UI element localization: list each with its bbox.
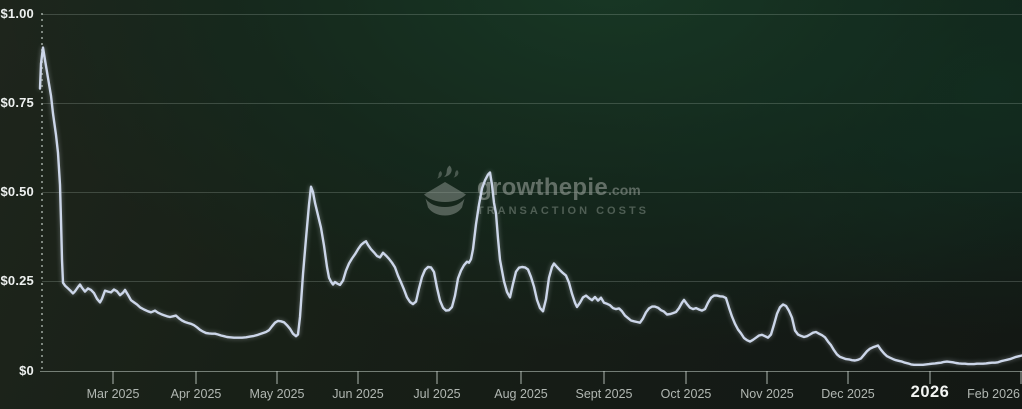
x-axis-label-Oct 2025: Oct 2025 bbox=[660, 387, 712, 401]
x-axis-label-Jul 2025: Jul 2025 bbox=[413, 387, 461, 401]
x-tick-Jul 2025 bbox=[436, 371, 438, 384]
x-tick-May 2025 bbox=[276, 371, 278, 384]
x-tick-Feb 2026 bbox=[1020, 371, 1022, 384]
x-axis-label-Nov 2025: Nov 2025 bbox=[740, 387, 794, 401]
watermark-tld: .com bbox=[608, 182, 641, 198]
x-axis-label-Mar 2025: Mar 2025 bbox=[86, 387, 140, 401]
x-tick-Jun 2025 bbox=[357, 371, 359, 384]
x-axis-label-Apr 2025: Apr 2025 bbox=[170, 387, 222, 401]
y-axis-label-$0: $0 bbox=[19, 362, 34, 378]
x-tick-Sept 2025 bbox=[603, 371, 605, 384]
gridline-$0 bbox=[40, 370, 1022, 372]
y-axis-label-$0.75: $0.75 bbox=[0, 94, 34, 110]
gridline-$0.25 bbox=[42, 281, 1022, 283]
x-axis-label-Sept 2025: Sept 2025 bbox=[575, 387, 633, 401]
x-axis-label-Aug 2025: Aug 2025 bbox=[494, 387, 548, 401]
gridline-$0.75 bbox=[42, 102, 1022, 104]
y-axis-label-$1.00: $1.00 bbox=[0, 5, 34, 21]
growthepie-logo-icon bbox=[424, 165, 466, 216]
x-axis-label-Feb 2026: Feb 2026 bbox=[967, 387, 1020, 401]
watermark-text: growthepie.com TRANSACTION COSTS bbox=[477, 174, 649, 217]
x-tick-Aug 2025 bbox=[520, 371, 522, 384]
x-axis-label-2026: 2026 bbox=[910, 383, 950, 401]
x-tick-Dec 2025 bbox=[847, 371, 849, 384]
x-axis-label-May 2025: May 2025 bbox=[249, 387, 305, 401]
x-tick-Apr 2025 bbox=[195, 371, 197, 384]
x-axis-label-Dec 2025: Dec 2025 bbox=[821, 387, 875, 401]
x-tick-Nov 2025 bbox=[766, 371, 768, 384]
watermark: growthepie.com TRANSACTION COSTS bbox=[421, 165, 649, 219]
y-axis-label-$0.50: $0.50 bbox=[0, 184, 34, 200]
y-axis-label-$0.25: $0.25 bbox=[0, 273, 34, 289]
gridline-$1.00 bbox=[42, 13, 1022, 15]
watermark-subtitle: TRANSACTION COSTS bbox=[477, 205, 649, 217]
watermark-brand: growthepie bbox=[477, 174, 609, 201]
x-tick-Mar 2025 bbox=[112, 371, 114, 384]
x-tick-2026 bbox=[929, 371, 931, 384]
x-axis-label-Jun 2025: Jun 2025 bbox=[332, 387, 384, 401]
x-tick-Oct 2025 bbox=[685, 371, 687, 384]
chart-start-dotted-line bbox=[41, 13, 43, 371]
